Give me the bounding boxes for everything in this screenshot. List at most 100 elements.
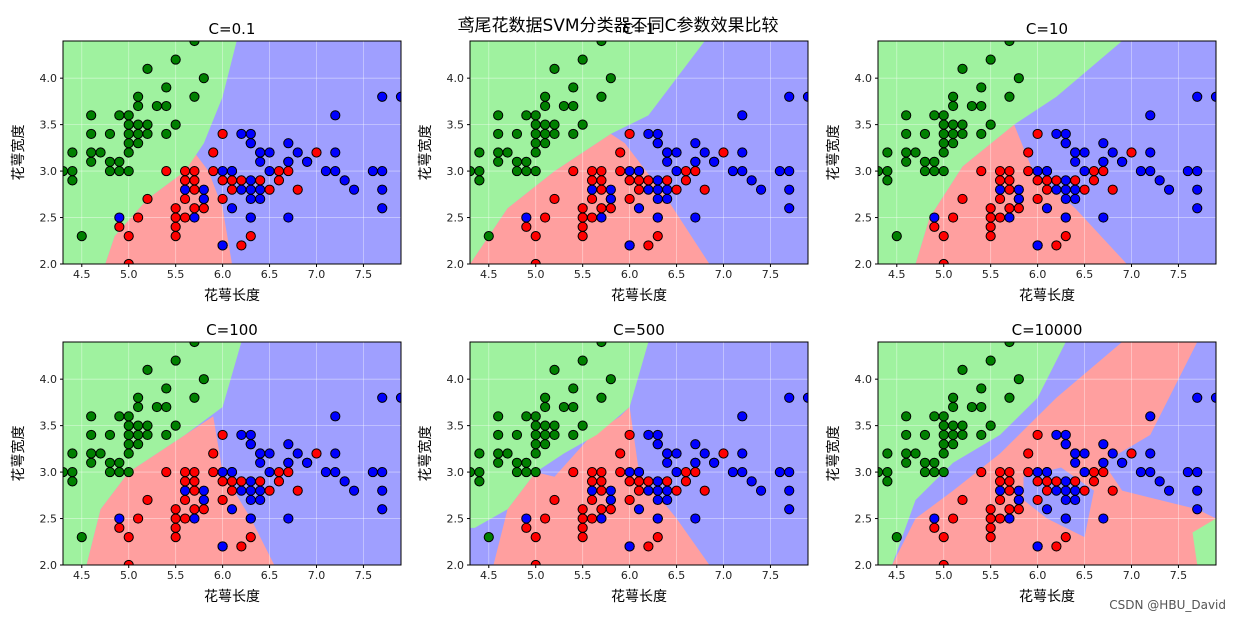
point-setosa xyxy=(938,138,949,149)
point-versicolor xyxy=(662,476,673,487)
point-versicolor xyxy=(1060,231,1071,242)
point-setosa xyxy=(170,119,181,130)
point-virginica xyxy=(377,165,388,177)
point-versicolor xyxy=(1013,504,1024,515)
point-versicolor xyxy=(586,193,598,205)
point-virginica xyxy=(245,128,256,140)
point-setosa xyxy=(123,466,134,478)
point-virginica xyxy=(690,212,701,223)
point-virginica xyxy=(652,128,663,140)
point-setosa xyxy=(86,147,97,158)
points xyxy=(878,41,1216,264)
point-virginica xyxy=(245,494,256,506)
point-virginica xyxy=(1135,165,1146,177)
point-versicolor xyxy=(1004,203,1015,214)
x-axis-label: 花萼长度 xyxy=(204,589,260,605)
point-setosa xyxy=(540,91,551,102)
point-setosa xyxy=(938,411,949,422)
x-tick-label: 4.5 xyxy=(73,268,91,281)
point-setosa xyxy=(133,401,144,413)
point-virginica xyxy=(1060,439,1071,450)
point-setosa xyxy=(114,411,125,422)
point-virginica xyxy=(737,448,748,459)
point-versicolor xyxy=(133,513,144,524)
point-versicolor xyxy=(671,485,682,496)
point-versicolor xyxy=(530,231,541,242)
decision-regions xyxy=(470,342,808,565)
point-virginica xyxy=(245,513,256,524)
point-setosa xyxy=(929,457,940,468)
point-virginica xyxy=(245,193,256,205)
point-setosa xyxy=(938,110,949,121)
point-virginica xyxy=(1041,504,1053,515)
point-setosa xyxy=(901,411,912,422)
point-setosa xyxy=(114,457,125,468)
point-versicolor xyxy=(596,476,607,487)
point-setosa xyxy=(123,110,134,121)
point-setosa xyxy=(521,156,532,167)
point-setosa xyxy=(123,119,134,130)
point-virginica xyxy=(652,485,663,496)
point-versicolor xyxy=(1004,476,1015,487)
x-tick-label: 7.0 xyxy=(308,268,326,281)
point-setosa xyxy=(161,128,172,140)
point-setosa xyxy=(123,128,134,140)
point-versicolor xyxy=(540,513,551,524)
point-virginica xyxy=(283,457,294,468)
point-virginica xyxy=(1145,411,1156,422)
point-versicolor xyxy=(596,466,607,478)
point-setosa xyxy=(577,420,588,431)
point-virginica xyxy=(1117,457,1128,468)
point-setosa xyxy=(530,147,541,158)
point-virginica xyxy=(264,147,275,158)
point-setosa xyxy=(558,401,569,413)
point-versicolor xyxy=(236,240,247,251)
point-versicolor xyxy=(699,485,710,496)
point-virginica xyxy=(283,212,294,223)
point-virginica xyxy=(377,392,388,403)
point-virginica xyxy=(1041,203,1053,214)
point-setosa xyxy=(985,355,996,366)
point-virginica xyxy=(633,466,645,478)
point-setosa xyxy=(891,231,902,242)
x-tick-label: 7.0 xyxy=(715,268,733,281)
point-versicolor xyxy=(643,240,654,251)
point-setosa xyxy=(86,448,97,459)
point-virginica xyxy=(255,147,266,158)
point-virginica xyxy=(994,184,1006,195)
point-setosa xyxy=(540,128,551,140)
point-setosa xyxy=(957,364,968,375)
point-virginica xyxy=(330,448,341,459)
point-virginica xyxy=(1013,184,1024,195)
point-virginica xyxy=(690,156,701,167)
point-virginica xyxy=(1070,156,1081,167)
point-versicolor xyxy=(577,513,588,524)
y-tick-label: 4.0 xyxy=(855,373,873,386)
point-virginica xyxy=(737,147,748,158)
x-tick-label: 6.0 xyxy=(621,569,639,582)
point-setosa xyxy=(919,165,931,177)
point-virginica xyxy=(929,212,940,223)
point-versicolor xyxy=(624,429,635,441)
point-versicolor xyxy=(1088,175,1100,186)
point-setosa xyxy=(540,119,551,130)
point-setosa xyxy=(901,110,912,121)
point-virginica xyxy=(643,429,654,441)
point-versicolor xyxy=(1041,485,1053,496)
point-virginica xyxy=(283,156,294,167)
point-virginica xyxy=(245,485,256,496)
point-virginica xyxy=(1192,504,1203,515)
point-versicolor xyxy=(690,466,701,478)
axes-frame xyxy=(469,341,809,566)
point-versicolor xyxy=(929,522,940,533)
point-setosa xyxy=(123,411,134,422)
point-setosa xyxy=(882,466,893,478)
point-virginica xyxy=(1192,165,1203,177)
point-setosa xyxy=(938,128,949,140)
point-versicolor xyxy=(226,184,238,195)
point-versicolor xyxy=(170,522,181,533)
point-versicolor xyxy=(1032,128,1043,140)
point-versicolor xyxy=(217,193,228,205)
point-virginica xyxy=(1079,147,1090,158)
